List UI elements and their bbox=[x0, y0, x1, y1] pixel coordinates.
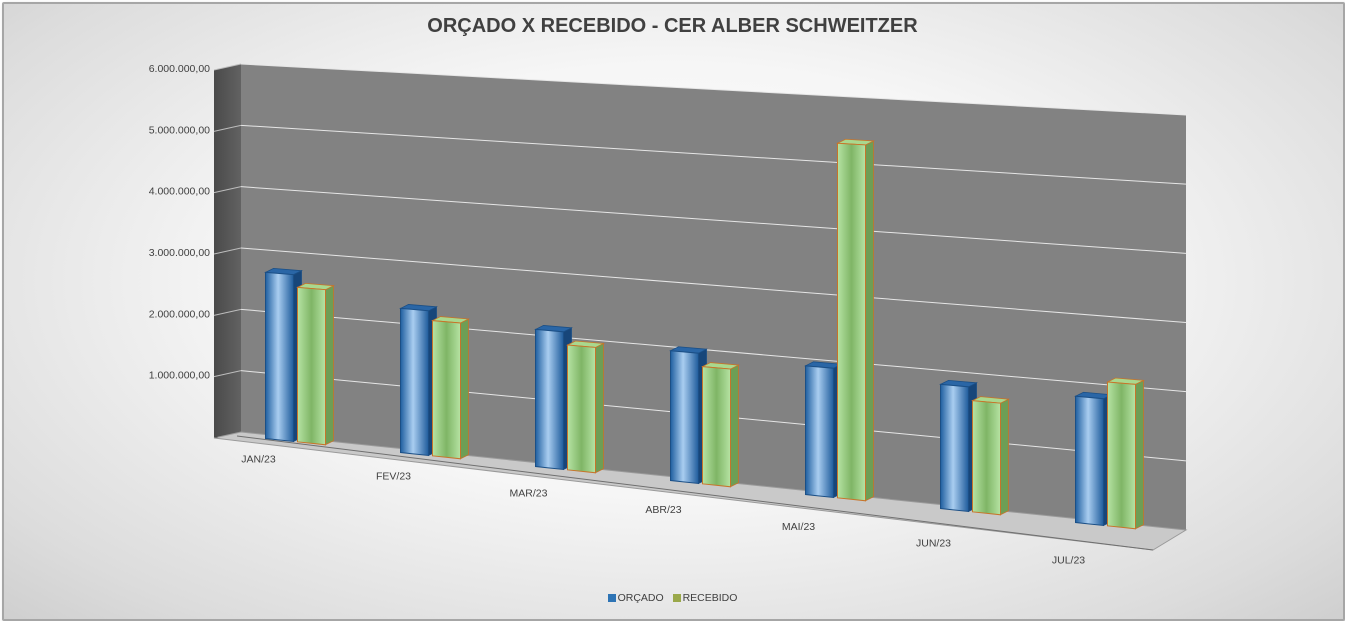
legend-swatch-orcado bbox=[607, 594, 616, 602]
chart-floor bbox=[213, 431, 1188, 551]
x-category-label: JAN/23 bbox=[241, 454, 276, 466]
gridline-side bbox=[213, 308, 242, 316]
gridline-side bbox=[213, 247, 242, 255]
legend-label-orcado: ORÇADO bbox=[617, 592, 664, 604]
x-axis-line bbox=[236, 435, 1154, 551]
gridline bbox=[240, 124, 1187, 185]
bar-recebido bbox=[1107, 381, 1136, 530]
bar-recebido-side bbox=[460, 318, 469, 460]
x-category-label: JUL/23 bbox=[1052, 554, 1085, 566]
bar-recebido bbox=[432, 320, 461, 460]
bar-orcado bbox=[1075, 395, 1104, 526]
gridline bbox=[240, 247, 1187, 323]
bar-recebido-side bbox=[865, 140, 874, 502]
x-category-label: FEV/23 bbox=[376, 470, 411, 482]
bar-recebido-side bbox=[1000, 398, 1009, 516]
legend-swatch-recebido bbox=[672, 594, 681, 602]
bar-recebido-side bbox=[730, 364, 739, 488]
x-category-label: ABR/23 bbox=[645, 504, 681, 516]
legend-item-orcado: ORÇADO bbox=[607, 592, 664, 604]
floor bbox=[213, 431, 1188, 551]
x-axis-labels: JAN/23 FEV/23 MAR/23 ABR/23 MAI/23 JUN/23 JUL/… bbox=[241, 454, 1085, 567]
y-tick-label: 3.000.000,00 bbox=[149, 247, 210, 259]
y-tick-label: 2.000.000,00 bbox=[149, 308, 210, 320]
legend-item-recebido: RECEBIDO bbox=[672, 592, 738, 604]
bars bbox=[264, 138, 1145, 530]
gridline bbox=[240, 308, 1187, 393]
gridline-side bbox=[213, 63, 242, 71]
bar-recebido bbox=[567, 344, 596, 474]
y-tick-label: - bbox=[215, 431, 219, 443]
bar-orcado bbox=[805, 365, 834, 498]
gridline-side bbox=[213, 186, 242, 194]
bar-recebido bbox=[297, 286, 326, 446]
bar-recebido bbox=[972, 400, 1001, 516]
gridline bbox=[240, 63, 1187, 116]
legend: ORÇADO RECEBIDO bbox=[0, 592, 1345, 604]
bar-orcado bbox=[535, 328, 564, 470]
bar-orcado bbox=[940, 383, 969, 512]
y-tick-label: 5.000.000,00 bbox=[149, 124, 210, 136]
bar-recebido bbox=[837, 142, 866, 502]
gridline-side bbox=[213, 124, 242, 132]
y-tick-label: 4.000.000,00 bbox=[149, 186, 210, 198]
bar-recebido-side bbox=[1135, 379, 1144, 530]
y-tick-label: 6.000.000,00 bbox=[149, 63, 210, 75]
legend-label-recebido: RECEBIDO bbox=[682, 592, 738, 604]
y-tick-label: 1.000.000,00 bbox=[149, 370, 210, 382]
bar-recebido bbox=[702, 366, 731, 488]
bar-recebido-side bbox=[595, 342, 604, 474]
x-category-label: MAI/23 bbox=[782, 521, 815, 533]
bar-recebido-side bbox=[325, 285, 334, 446]
bar-orcado bbox=[670, 350, 699, 484]
chart-title: ORÇADO X RECEBIDO - CER ALBER SCHWEITZER bbox=[427, 15, 918, 37]
bar-orcado bbox=[265, 271, 294, 442]
gridline-side bbox=[213, 370, 242, 378]
gridline bbox=[240, 186, 1187, 254]
y-axis-ticks: - 1.000.000,00 2.000.000,00 3.000.000,00 4.0… bbox=[149, 63, 219, 443]
bar-orcado bbox=[400, 307, 429, 456]
x-category-label: MAR/23 bbox=[510, 487, 548, 499]
x-category-label: JUN/23 bbox=[916, 538, 951, 550]
